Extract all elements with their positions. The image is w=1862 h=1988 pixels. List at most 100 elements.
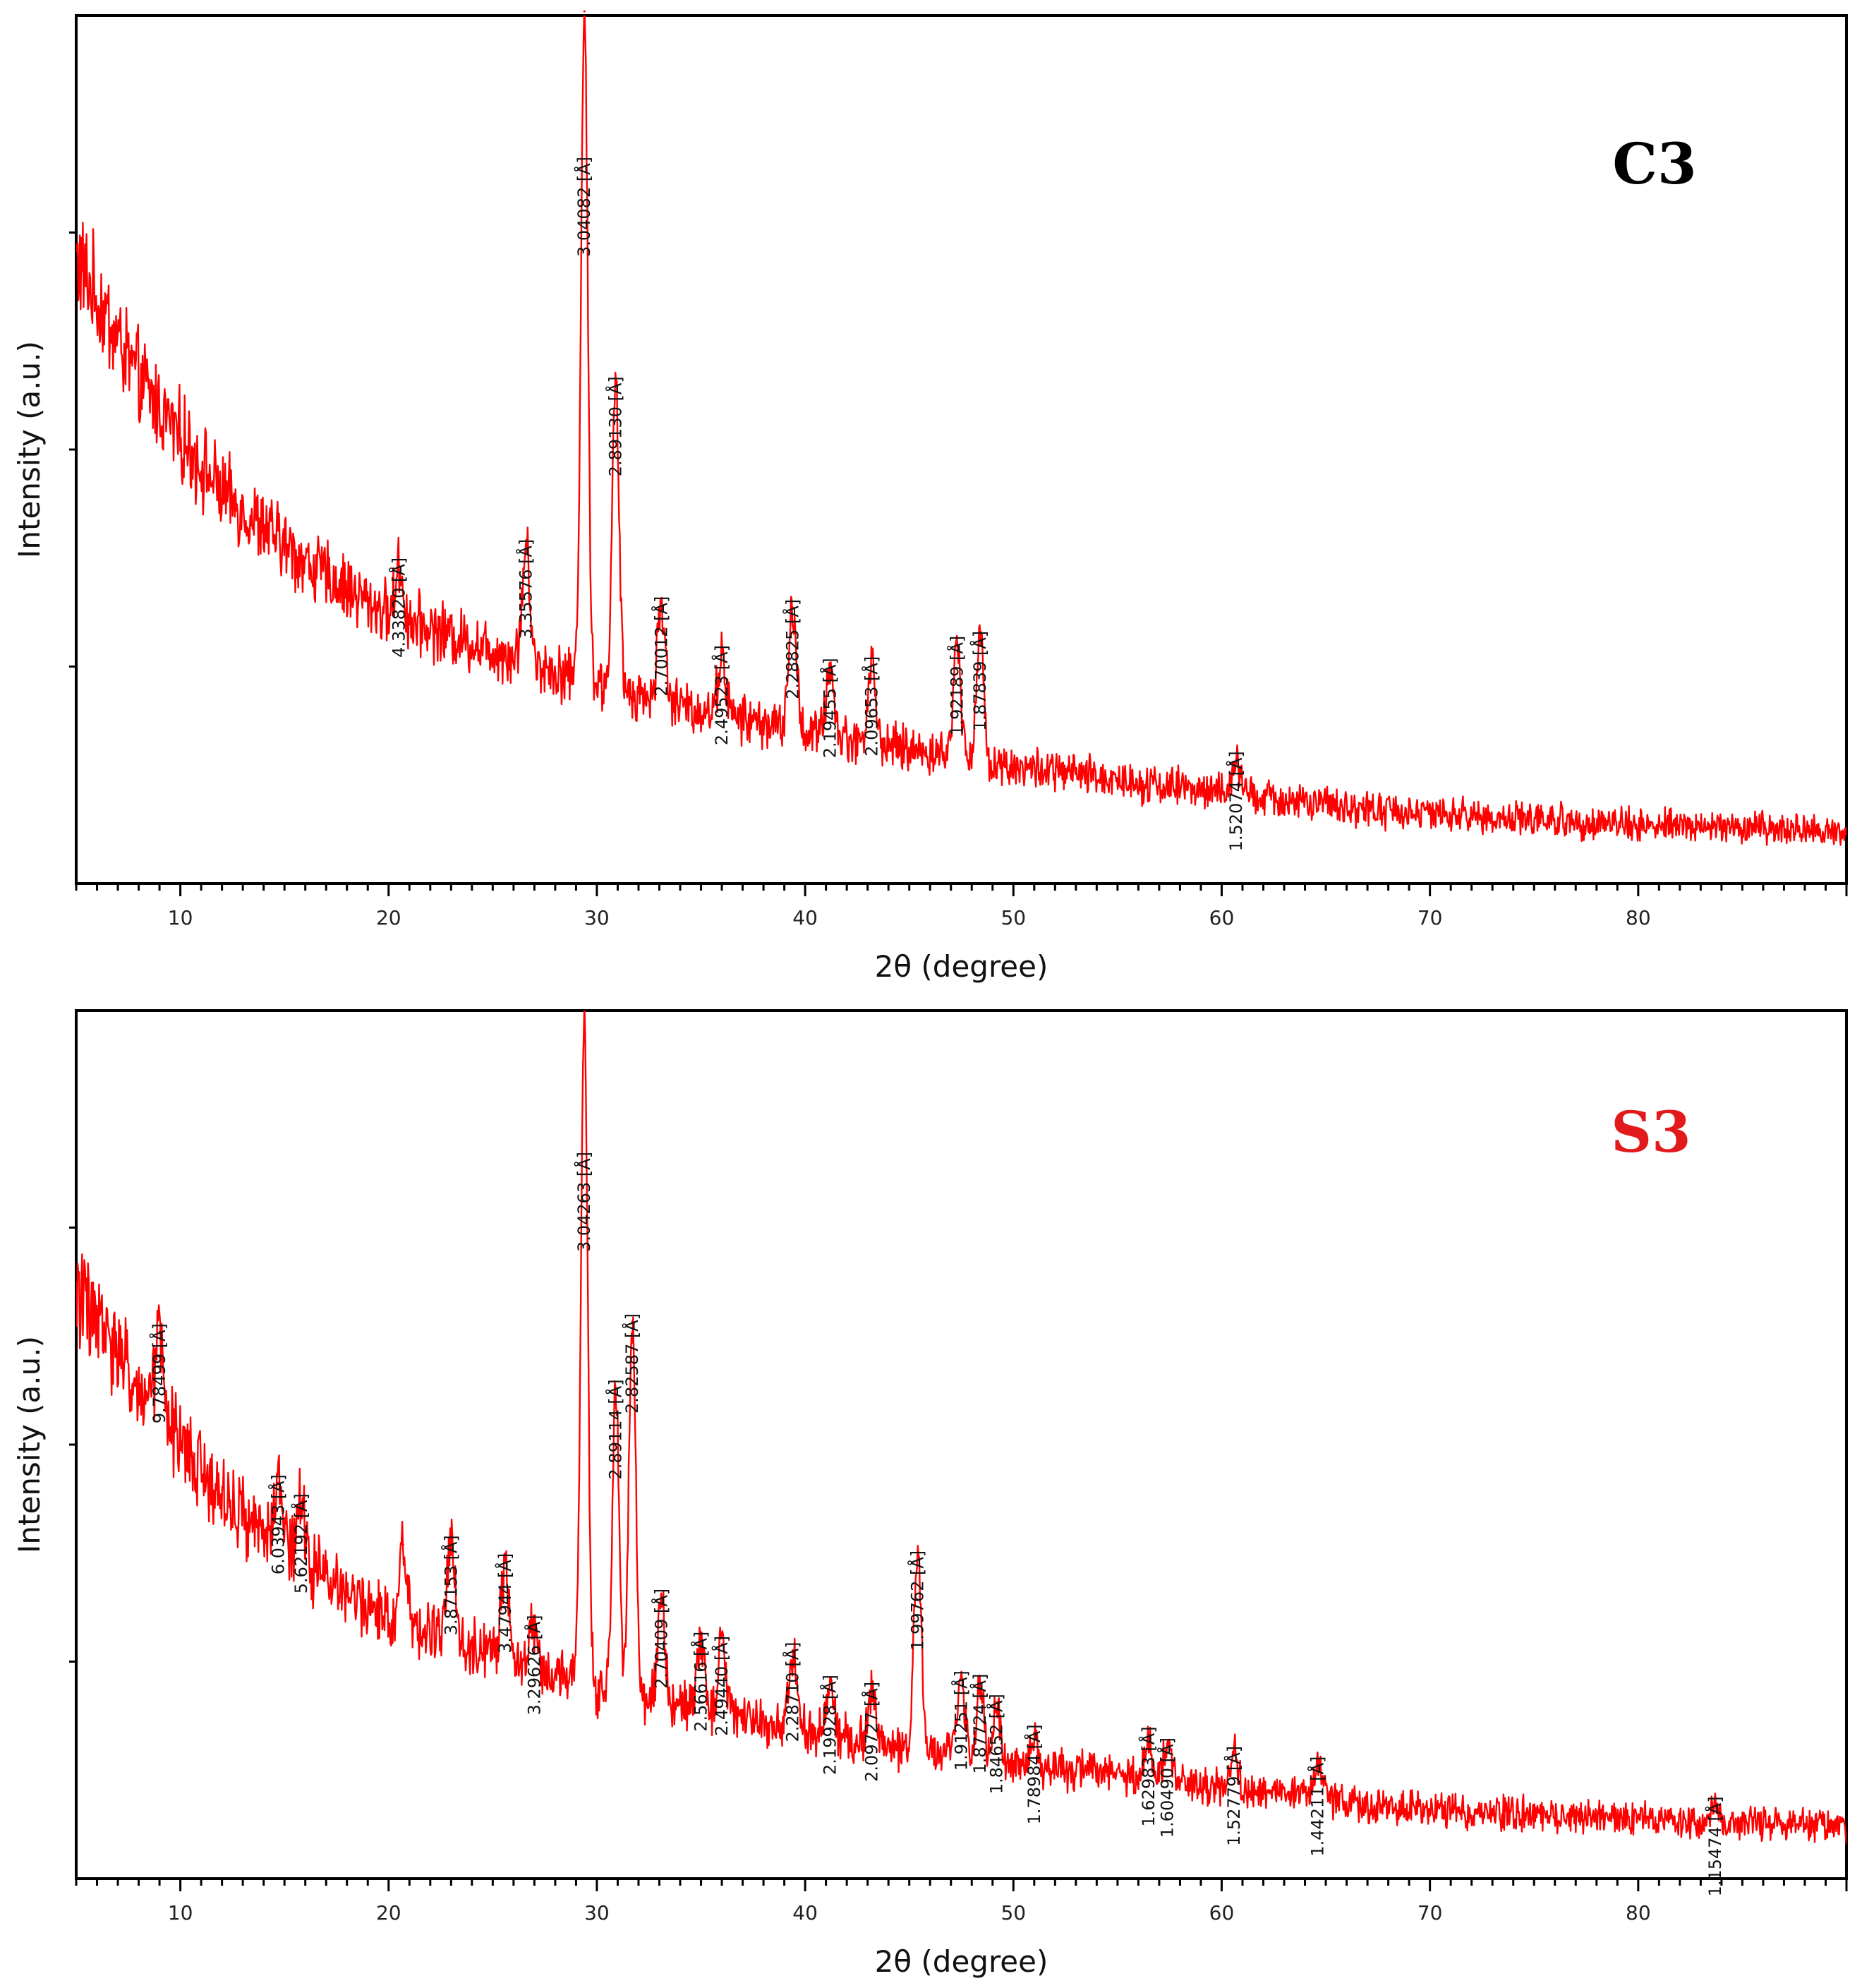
s3-peak-point <box>615 1386 617 1389</box>
c3-peak-point <box>583 10 586 13</box>
s3-peak-point <box>1233 1753 1235 1756</box>
c3-x-tick-label: 80 <box>1626 906 1651 929</box>
s3-peak-label: 2.49440 [Å] <box>711 1636 732 1736</box>
s3-peak-point <box>583 1013 586 1016</box>
s3-x-tick-label: 10 <box>168 1901 193 1924</box>
s3-peak-label: 2.09727 [Å] <box>862 1682 882 1782</box>
s3-peak-label: 3.47944 [Å] <box>495 1553 515 1653</box>
c3-x-tick-label: 40 <box>792 906 818 929</box>
c3-peak-label: 3.04082 [Å] <box>574 157 594 257</box>
s3-peak-label: 1.87724 [Å] <box>969 1674 990 1774</box>
s3-peak-label: 2.70409 [Å] <box>651 1589 671 1689</box>
s3-y-axis-title: Intensity (a.u.) <box>12 1336 47 1553</box>
s3-x-axis-title: 2θ (degree) <box>875 1944 1048 1979</box>
s3-peak-point <box>1166 1745 1169 1747</box>
s3-peak-point <box>660 1596 663 1598</box>
c3-peak-label: 1.52074 [Å] <box>1226 751 1246 851</box>
s3-peak-point <box>504 1560 507 1563</box>
s3-peak-point <box>1316 1764 1319 1766</box>
c3-peak-label: 2.49523 [Å] <box>711 645 732 745</box>
s3-x-tick-label: 20 <box>376 1901 401 1924</box>
c3-y-axis-title: Intensity (a.u.) <box>12 341 47 558</box>
c3-peak-point <box>1235 758 1238 761</box>
c3-peak-label: 2.89130 [Å] <box>605 376 626 476</box>
c3-x-tick-label: 20 <box>376 906 401 929</box>
s3-peak-point <box>449 1542 452 1545</box>
c3-sample-title: C3 <box>1612 131 1696 197</box>
c3-peak-label: 2.70012 [Å] <box>651 596 671 697</box>
s3-x-tick-label: 70 <box>1417 1901 1443 1924</box>
c3-peak-label: 2.19455 [Å] <box>820 658 840 758</box>
s3-panel: 10 20 30 40 50 60 70 80 2θ (degree) Intensity (a.… <box>12 1009 1848 1979</box>
c3-peak-point <box>791 606 794 609</box>
c3-peak-point <box>615 383 617 386</box>
s3-peak-label: 2.28710 [Å] <box>782 1642 802 1742</box>
s3-x-tick-label: 40 <box>792 1901 818 1924</box>
s3-peak-label: 5.62192 [Å] <box>291 1493 311 1594</box>
s3-peak-point <box>829 1682 832 1685</box>
s3-peak-point <box>300 1500 303 1503</box>
s3-peak-point <box>871 1689 873 1692</box>
c3-peak-point <box>871 663 873 666</box>
s3-peak-point <box>533 1622 536 1625</box>
s3-peak-label: 6.03943 [Å] <box>267 1474 288 1574</box>
c3-x-axis-title: 2θ (degree) <box>875 949 1048 984</box>
s3-peak-point <box>277 1481 279 1484</box>
c3-peak-label: 1.87839 [Å] <box>969 631 990 731</box>
c3-peak-point <box>956 643 959 646</box>
s3-peak-label: 1.60490 [Å] <box>1157 1737 1178 1838</box>
c3-peak-point <box>398 565 401 567</box>
s3-peak-point <box>996 1701 998 1704</box>
c3-peak-label: 3.35576 [Å] <box>516 539 536 639</box>
s3-peak-point <box>631 1320 634 1323</box>
s3-peak-point <box>791 1649 794 1652</box>
c3-peak-point <box>660 603 663 606</box>
c3-plot-frame <box>75 14 1848 885</box>
c3-peak-label: 2.09653 [Å] <box>862 656 882 757</box>
c3-x-tick-label: 30 <box>584 906 610 929</box>
s3-peak-label: 2.89114 [Å] <box>605 1379 626 1479</box>
s3-peak-point <box>960 1677 962 1680</box>
s3-peak-label: 1.99762 [Å] <box>907 1550 928 1651</box>
s3-peak-label: 1.78984 [Å] <box>1024 1724 1044 1824</box>
s3-peak-point <box>979 1681 981 1684</box>
s3-peak-point <box>1147 1733 1150 1736</box>
s3-peak-label: 1.84652 [Å] <box>986 1694 1007 1794</box>
s3-peak-point <box>1033 1731 1036 1734</box>
s3-peak-point <box>401 1543 404 1546</box>
c3-x-tick-label: 70 <box>1417 906 1443 929</box>
s3-peak-label: 9.78499 [Å] <box>149 1323 169 1423</box>
c3-x-tick-label: 10 <box>168 906 193 929</box>
c3-peak-point <box>525 546 528 549</box>
c3-diffraction-pattern <box>76 16 1846 846</box>
s3-peak-label: 2.82587 [Å] <box>622 1313 642 1414</box>
s3-peak-point <box>720 1643 723 1646</box>
s3-peak-label: 1.15474 [Å] <box>1705 1796 1725 1896</box>
s3-diffraction-pattern <box>76 1011 1846 1845</box>
s3-peak-label: 2.19928 [Å] <box>820 1675 840 1775</box>
c3-peak-point <box>720 652 723 655</box>
s3-x-tick-label: 30 <box>584 1901 610 1924</box>
c3-peak-label: 4.33820 [Å] <box>389 558 409 658</box>
s3-peak-point <box>158 1330 161 1333</box>
c3-peak-point <box>979 638 981 641</box>
c3-x-tick-label: 60 <box>1209 906 1235 929</box>
s3-peak-point <box>917 1558 919 1560</box>
c3-peak-point <box>829 665 832 668</box>
s3-peak-label: 1.44211 [Å] <box>1307 1757 1327 1857</box>
s3-peak-label: 3.87153 [Å] <box>440 1535 461 1635</box>
s3-peak-point <box>1714 1803 1717 1806</box>
s3-peak-label: 1.91251 [Å] <box>951 1670 972 1771</box>
c3-peak-label: 2.28825 [Å] <box>782 599 802 699</box>
s3-peak-label: 3.04263 [Å] <box>574 1152 594 1252</box>
c3-panel: 10 20 30 40 50 60 70 80 2θ (degree) Intensity (a.… <box>12 10 1848 984</box>
c3-x-tick-label: 50 <box>1000 906 1026 929</box>
s3-peak-label: 1.62983 [Å] <box>1138 1726 1159 1826</box>
s3-peak-label: 2.56616 [Å] <box>691 1632 711 1732</box>
s3-x-tick-label: 50 <box>1000 1901 1026 1924</box>
s3-x-tick-label: 60 <box>1209 1901 1235 1924</box>
s3-peak-label: 1.52779 [Å] <box>1223 1746 1244 1846</box>
s3-peak-label: 3.29626 [Å] <box>524 1615 544 1715</box>
s3-x-tick-label: 80 <box>1626 1901 1651 1924</box>
